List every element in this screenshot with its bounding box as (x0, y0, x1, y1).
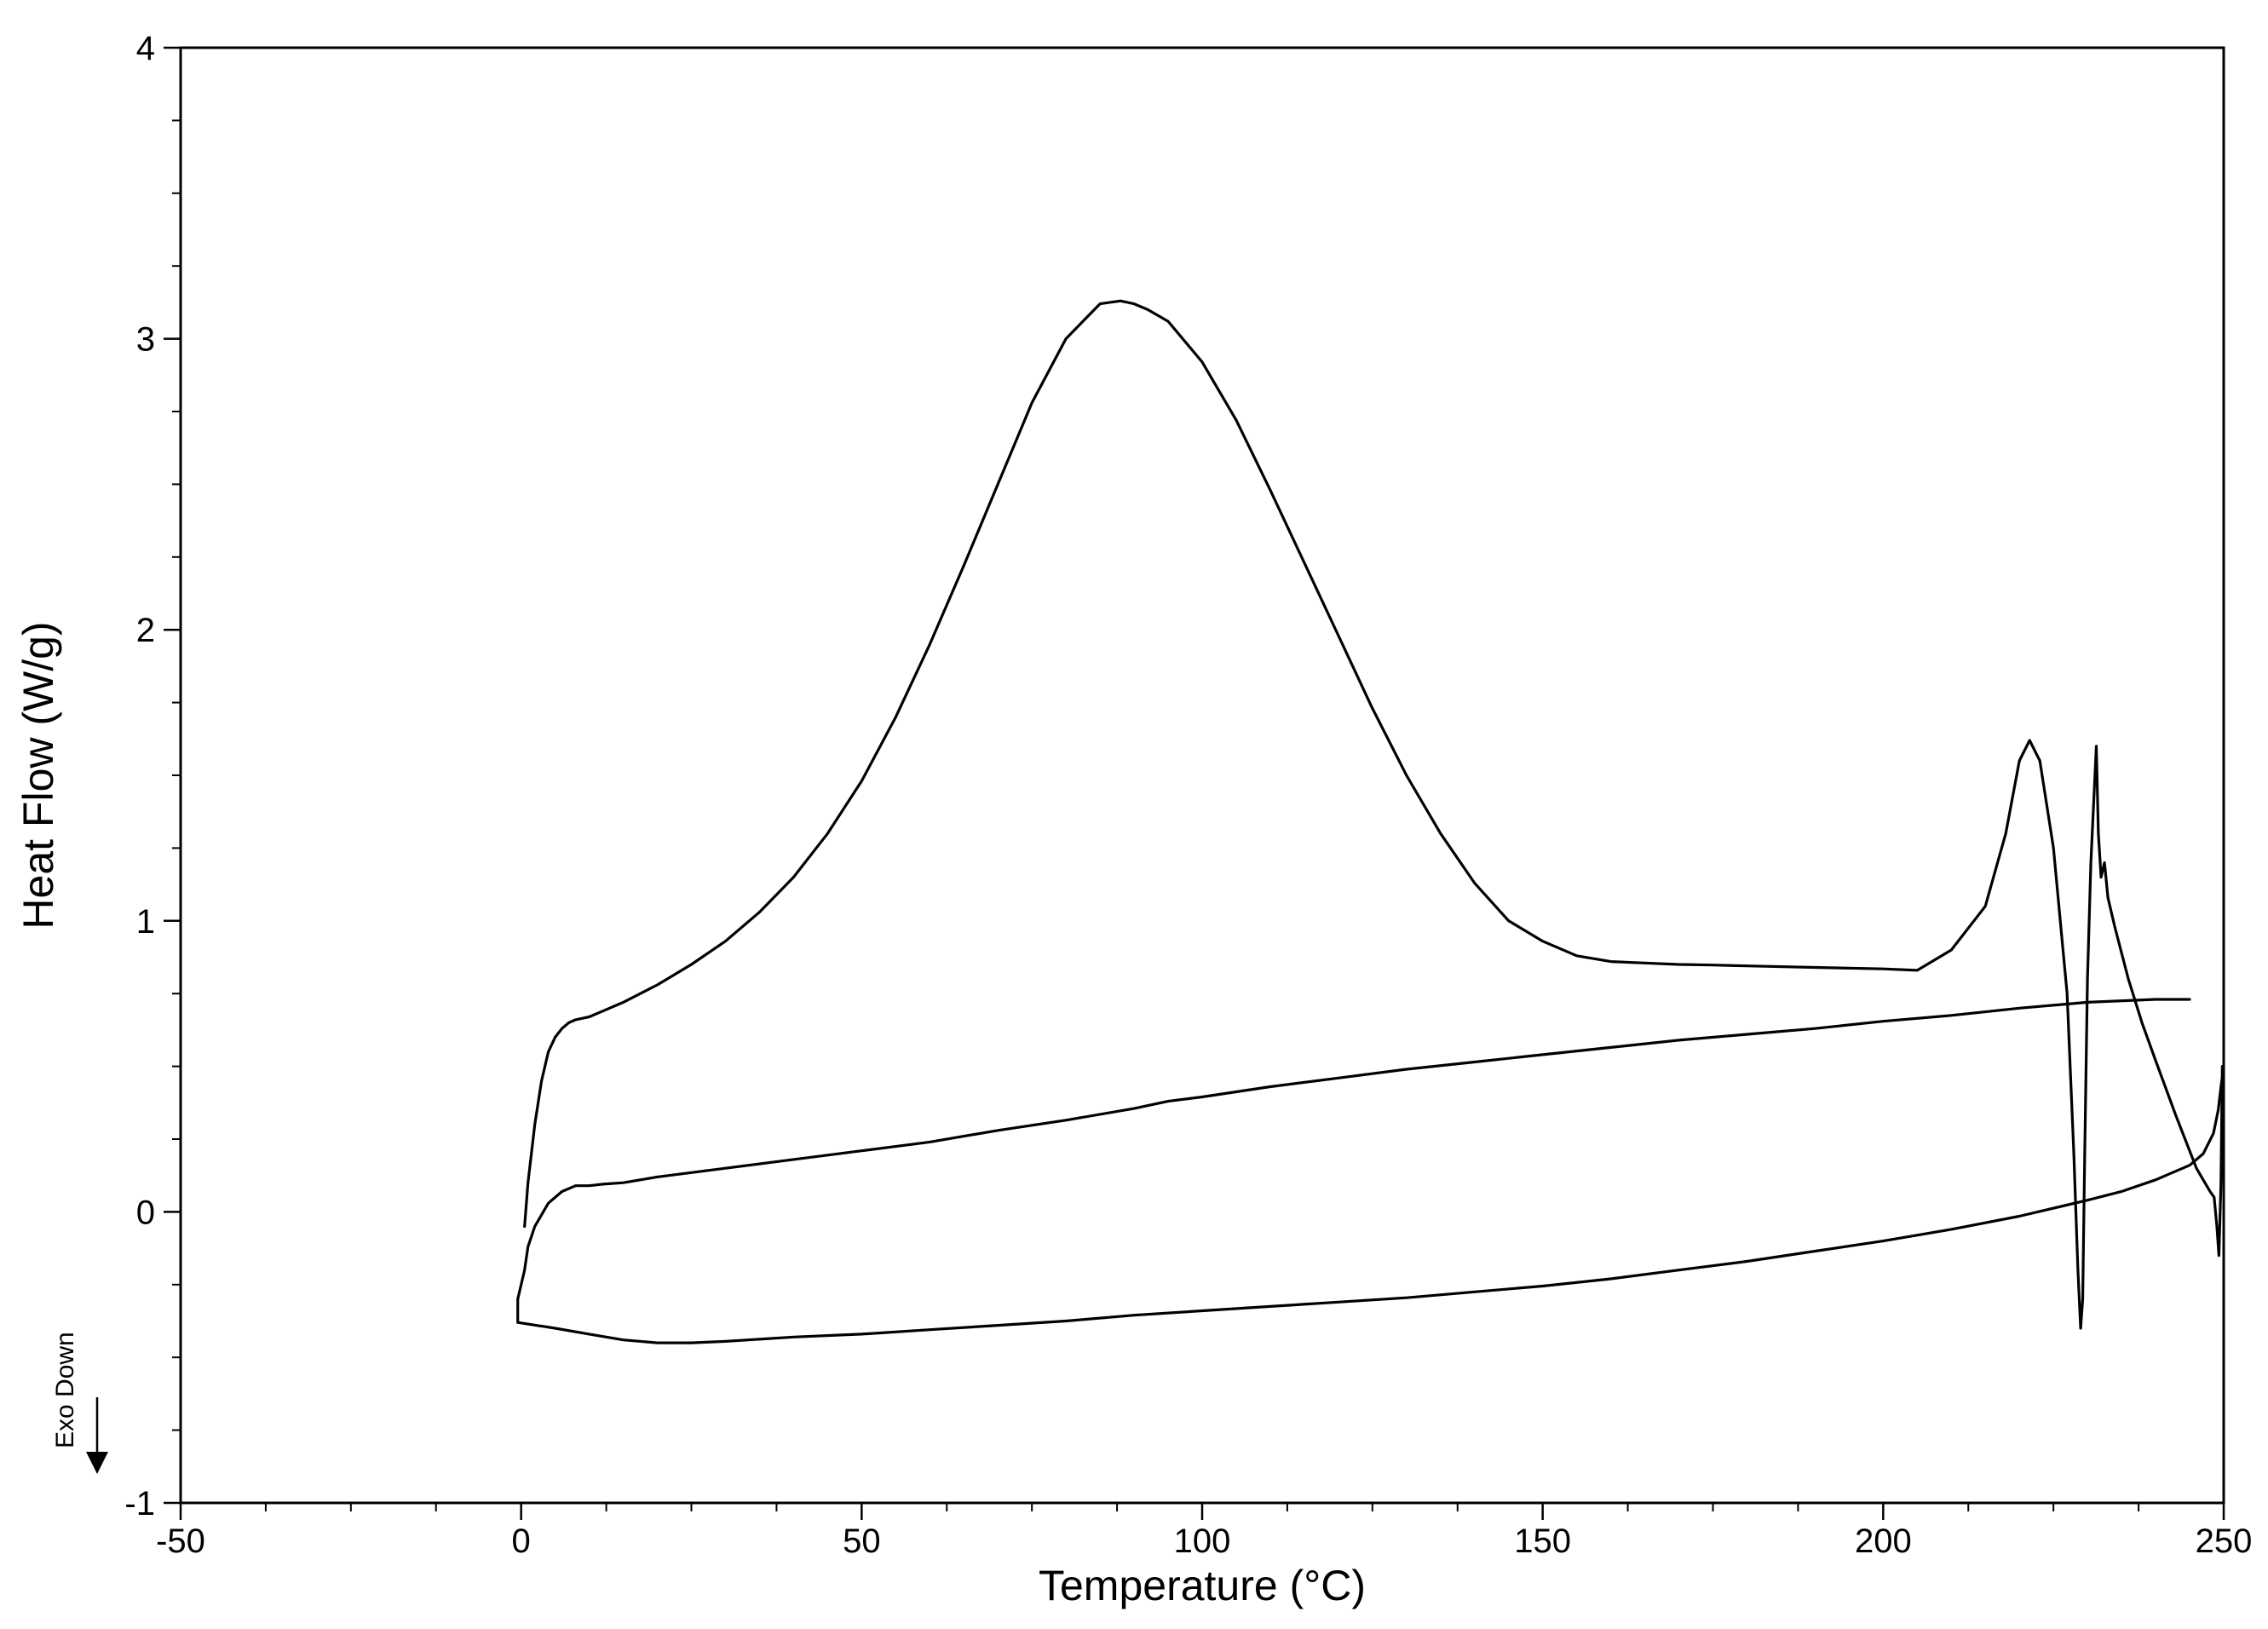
x-tick-label: 250 (2196, 1523, 2253, 1560)
y-tick-label: 0 (136, 1194, 155, 1231)
curves-group (516, 299, 2225, 1344)
y-axis-label: Heat Flow (W/g) (14, 621, 62, 929)
y-tick-label: 2 (136, 612, 155, 649)
plot-frame (179, 46, 2225, 1505)
axis-ticks: -50 0 50 100 150 200 250 -1 0 1 2 3 4 (124, 30, 2252, 1560)
x-tick-label: -50 (156, 1523, 205, 1560)
exo-down-annotation: Exo Down (51, 1332, 108, 1474)
y-tick-label: 4 (136, 30, 155, 67)
heat-flow-curve-3 (516, 1065, 2225, 1344)
x-tick-label: 150 (1514, 1523, 1571, 1560)
heat-flow-curve-2 (516, 998, 2191, 1301)
y-tick-label: -1 (124, 1485, 155, 1523)
y-tick-label: 3 (136, 321, 155, 359)
heat-flow-curve-1 (523, 299, 2224, 1330)
x-tick-label: 100 (1174, 1523, 1231, 1560)
exo-down-label: Exo Down (51, 1332, 79, 1448)
arrow-down-icon (86, 1452, 108, 1474)
x-axis-label: Temperature (°C) (1039, 1562, 1366, 1609)
x-tick-label: 50 (843, 1523, 881, 1560)
x-tick-label: 200 (1855, 1523, 1912, 1560)
x-tick-label: 0 (512, 1523, 531, 1560)
y-tick-label: 1 (136, 903, 155, 941)
